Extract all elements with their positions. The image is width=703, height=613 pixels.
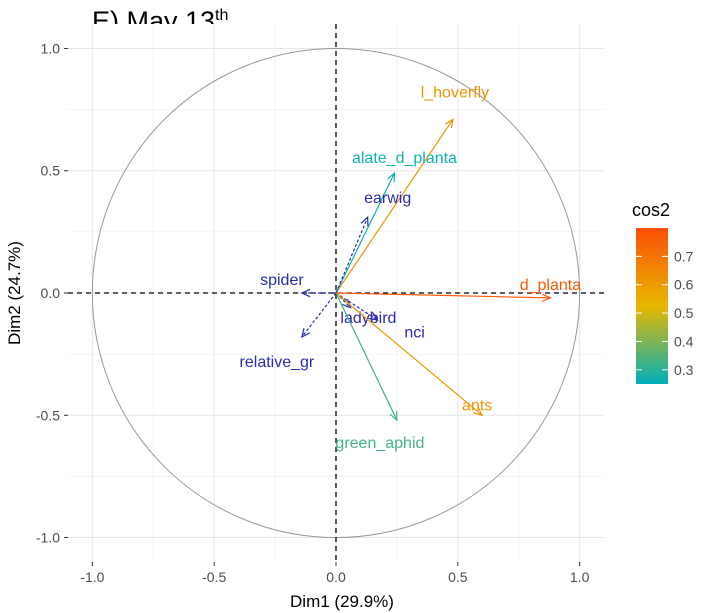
arrow-earwig [335,216,369,294]
variable-label-earwig: earwig [364,190,411,207]
variable-label-relative_gr: relative_gr [240,354,315,371]
variable-label-nci: nci [404,325,424,342]
arrowhead-spider [300,288,311,298]
arrow-alate_d_planta [335,172,396,294]
y-axis-title: Dim2 (24.7%) [5,241,24,345]
arrow-nci [335,292,352,309]
arrow-l_hoverfly [335,119,454,294]
y-tick-label: 1.0 [41,40,61,56]
arrow-ladybird [335,292,378,321]
arrowhead-relative_gr [300,328,311,339]
arrowhead-d_planta [541,293,552,302]
arrowhead-green_aphid [389,411,398,422]
x-tick-label: -0.5 [202,569,226,585]
variable-label-l_hoverfly: l_hoverfly [421,84,489,101]
legend-title: cos2 [632,200,670,220]
x-tick-label: 1.0 [570,569,590,585]
x-tick-label: 0.0 [326,569,346,585]
arrow-d_planta [335,292,551,299]
legend-tick-label: 0.6 [674,277,694,293]
arrow-relative_gr [301,292,337,338]
x-tick-label: -1.0 [80,569,104,585]
arrowhead-earwig [360,215,369,227]
x-axis-title: Dim1 (29.9%) [290,592,394,611]
arrow-green_aphid [335,292,398,421]
y-tick-label: 0.5 [41,163,61,179]
variable-label-ants: ants [462,397,492,414]
variable-label-alate_d_planta: alate_d_planta [352,150,457,167]
legend-tick-label: 0.5 [674,305,694,321]
y-tick-label: -1.0 [36,530,60,546]
legend-tick-label: 0.3 [674,362,694,378]
variable-label-green_aphid: green_aphid [335,435,424,452]
arrowhead-alate_d_planta [387,171,396,183]
panel-title-superscript: th [215,7,229,24]
arrow-ants [335,292,483,416]
arrowhead-ladybird [368,312,379,321]
y-tick-label: 0.0 [41,285,61,301]
legend-colorbar [636,228,668,384]
variable-label-ladybird: ladybird [340,310,396,327]
variable-label-spider: spider [260,272,304,289]
arrowhead-nci [342,299,352,309]
x-tick-label: 0.5 [448,569,468,585]
y-tick-label: -0.5 [36,407,60,423]
legend-tick-label: 0.4 [674,333,694,349]
variable-label-d_planta: d_planta [520,277,581,294]
legend-tick-label: 0.7 [674,248,694,264]
arrowhead-ants [473,406,484,417]
arrowhead-l_hoverfly [444,118,454,129]
